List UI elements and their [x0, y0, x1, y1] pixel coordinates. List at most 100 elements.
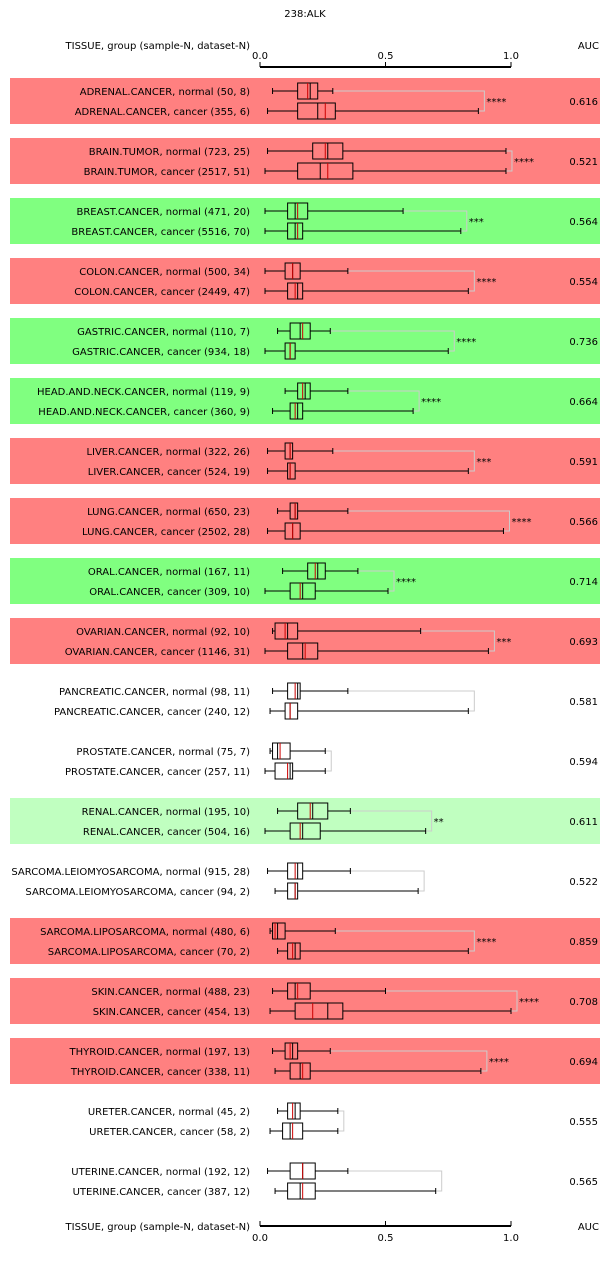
tissue-group-lung-cancer: LUNG.CANCER, normal (650, 23) LUNG.CANCER… — [10, 498, 600, 544]
iqr-box — [287, 882, 299, 900]
row-label: GASTRIC.CANCER, normal (110, 7) — [77, 327, 250, 338]
x-tick-label: 0.0 — [252, 1233, 268, 1244]
auc-value: 0.564 — [569, 217, 598, 228]
comparison-bracket — [335, 930, 475, 952]
x-axis-top: 0.0 0.5 1.0 — [252, 51, 519, 68]
row-label: LIVER.CANCER, normal (322, 26) — [86, 447, 250, 458]
auc-value: 0.522 — [569, 877, 598, 888]
tissue-group-breast-cancer: BREAST.CANCER, normal (471, 20) BREAST.CA… — [10, 198, 600, 244]
panel-background — [10, 798, 600, 844]
auc-value: 0.611 — [569, 817, 598, 828]
tissue-group-ovarian-cancer: OVARIAN.CANCER, normal (92, 10) OVARIAN.C… — [10, 618, 600, 664]
bottom-header: TISSUE, group (sample-N, dataset-N) AUC … — [65, 1221, 599, 1244]
auc-value: 0.591 — [569, 457, 598, 468]
auc-value: 0.594 — [569, 757, 598, 768]
auc-value: 0.693 — [569, 637, 598, 648]
row-label: ADRENAL.CANCER, normal (50, 8) — [80, 87, 250, 98]
comparison-bracket — [337, 1110, 345, 1132]
row-label: LUNG.CANCER, normal (650, 23) — [87, 507, 250, 518]
significance-stars: **** — [489, 1057, 509, 1068]
significance-stars: *** — [496, 637, 511, 648]
row-label: ORAL.CANCER, normal (167, 11) — [88, 567, 250, 578]
iqr-box — [289, 402, 304, 420]
comparison-bracket — [403, 210, 468, 232]
panel-background — [10, 1098, 600, 1144]
tissue-group-liver-cancer: LIVER.CANCER, normal (322, 26) LIVER.CANC… — [10, 438, 600, 484]
row-label: OVARIAN.CANCER, normal (92, 10) — [76, 627, 250, 638]
panel-background — [10, 498, 600, 544]
row-label: BREAST.CANCER, cancer (5516, 70) — [71, 227, 250, 238]
row-label: SARCOMA.LEIOMYOSARCOMA, normal (915, 28) — [11, 867, 250, 878]
auc-value: 0.566 — [569, 517, 598, 528]
comparison-bracket — [332, 450, 475, 472]
tissue-group-thyroid-cancer: THYROID.CANCER, normal (197, 13) THYROID.… — [10, 1038, 600, 1084]
significance-stars: **** — [396, 577, 416, 588]
tissue-group-head-and-neck-cancer: HEAD.AND.NECK.CANCER, normal (119, 9) HEA… — [10, 378, 600, 424]
row-label: SKIN.CANCER, cancer (454, 13) — [93, 1007, 250, 1018]
iqr-box — [274, 622, 299, 640]
panel-background — [10, 858, 600, 904]
auc-value: 0.616 — [569, 97, 598, 108]
x-tick-label: 0.0 — [252, 51, 268, 62]
comparison-bracket — [350, 810, 433, 832]
tissue-group-pancreatic-cancer: PANCREATIC.CANCER, normal (98, 11) PANCRE… — [10, 678, 600, 724]
x-axis-bottom: 0.0 0.5 1.0 — [252, 1221, 519, 1244]
tissue-group-gastric-cancer: GASTRIC.CANCER, normal (110, 7) GASTRIC.C… — [10, 318, 600, 364]
auc-header-top: AUC — [578, 41, 599, 52]
x-tick-label: 0.5 — [378, 51, 394, 62]
comparison-bracket — [332, 90, 485, 112]
comparison-bracket — [347, 270, 475, 292]
significance-stars: **** — [456, 337, 476, 348]
iqr-box — [294, 1002, 344, 1020]
tissue-group-ureter-cancer: URETER.CANCER, normal (45, 2) URETER.CANC… — [10, 1098, 600, 1144]
row-label: PANCREATIC.CANCER, cancer (240, 12) — [54, 707, 250, 718]
top-header: TISSUE, group (sample-N, dataset-N) AUC … — [65, 41, 599, 68]
significance-stars: *** — [469, 217, 484, 228]
panel-background — [10, 1158, 600, 1204]
auc-value: 0.714 — [569, 577, 598, 588]
auc-value: 0.581 — [569, 697, 598, 708]
panel-background — [10, 678, 600, 724]
auc-value: 0.565 — [569, 1177, 598, 1188]
iqr-box — [297, 162, 354, 180]
significance-stars: **** — [511, 517, 531, 528]
auc-value: 0.521 — [569, 157, 598, 168]
row-label: HEAD.AND.NECK.CANCER, normal (119, 9) — [37, 387, 250, 398]
panel-background — [10, 438, 600, 484]
iqr-box — [289, 822, 321, 840]
header-label-top: TISSUE, group (sample-N, dataset-N) — [65, 41, 251, 52]
row-label: SARCOMA.LIPOSARCOMA, normal (480, 6) — [40, 927, 250, 938]
row-label: OVARIAN.CANCER, cancer (1146, 31) — [65, 647, 250, 658]
auc-value: 0.736 — [569, 337, 598, 348]
panel-background — [10, 738, 600, 784]
panel-background — [10, 918, 600, 964]
tissue-group-brain-tumor: BRAIN.TUMOR, normal (723, 25) BRAIN.TUMOR… — [10, 138, 600, 184]
iqr-box — [287, 462, 296, 480]
iqr-box — [287, 942, 301, 960]
comparison-bracket — [347, 690, 475, 712]
row-label: HEAD.AND.NECK.CANCER, cancer (360, 9) — [38, 407, 250, 418]
row-label: SKIN.CANCER, normal (488, 23) — [91, 987, 250, 998]
row-label: LUNG.CANCER, cancer (2502, 28) — [82, 527, 250, 538]
significance-stars: **** — [519, 997, 539, 1008]
iqr-box — [297, 382, 311, 400]
tissue-group-sarcoma-leiomyosarcoma: SARCOMA.LEIOMYOSARCOMA, normal (915, 28)… — [10, 858, 600, 904]
auc-header-bottom: AUC — [578, 1222, 599, 1233]
comparison-bracket — [347, 390, 420, 412]
row-label: BREAST.CANCER, normal (471, 20) — [76, 207, 250, 218]
panel-background — [10, 318, 600, 364]
auc-value: 0.859 — [569, 937, 598, 948]
tissue-panels: ADRENAL.CANCER, normal (50, 8) ADRENAL.CA… — [10, 78, 600, 1204]
significance-stars: **** — [476, 277, 496, 288]
tissue-group-renal-cancer: RENAL.CANCER, normal (195, 10) RENAL.CANC… — [10, 798, 600, 844]
iqr-box — [287, 982, 311, 1000]
iqr-box — [297, 102, 336, 120]
tissue-group-sarcoma-liposarcoma: SARCOMA.LIPOSARCOMA, normal (480, 6) SARC… — [10, 918, 600, 964]
auc-value: 0.694 — [569, 1057, 598, 1068]
comparison-bracket — [505, 150, 513, 172]
tissue-group-skin-cancer: SKIN.CANCER, normal (488, 23) SKIN.CANCER… — [10, 978, 600, 1024]
row-label: RENAL.CANCER, cancer (504, 16) — [83, 827, 250, 838]
row-label: URETER.CANCER, normal (45, 2) — [88, 1107, 250, 1118]
panel-background — [10, 138, 600, 184]
row-label: ADRENAL.CANCER, cancer (355, 6) — [75, 107, 250, 118]
